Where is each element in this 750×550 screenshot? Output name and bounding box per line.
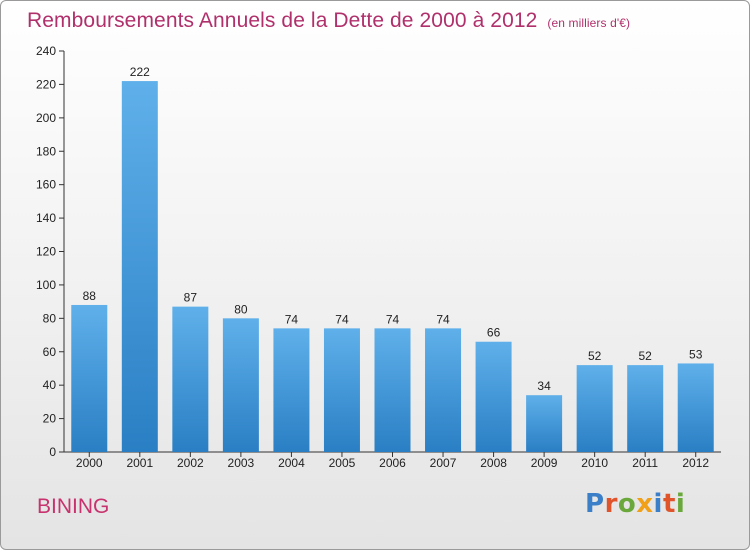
y-tick-label: 80 (43, 311, 57, 325)
data-label-2002: 87 (184, 291, 198, 305)
y-tick-label: 60 (43, 345, 57, 359)
data-label-2009: 34 (537, 379, 551, 393)
x-tick-label-2001: 2001 (126, 456, 153, 470)
chart-unit: (en milliers d'€) (547, 16, 631, 30)
y-tick-label: 180 (36, 144, 56, 158)
bar-2004 (273, 328, 310, 452)
y-tick-label: 40 (43, 378, 57, 392)
logo-letter: i (675, 489, 686, 519)
bar-2003 (222, 318, 259, 452)
x-tick-label-2002: 2002 (177, 456, 204, 470)
y-tick-label: 220 (36, 77, 56, 91)
logo-letter: x (636, 489, 654, 519)
x-tick-label-2003: 2003 (228, 456, 255, 470)
logo-letter: i (653, 489, 663, 519)
x-tick-label-2006: 2006 (379, 456, 406, 470)
bar-2005 (323, 328, 360, 452)
x-tick-label-2009: 2009 (531, 456, 558, 470)
bar-2007 (425, 328, 462, 452)
bar-2012 (677, 363, 714, 452)
logo-letter: t (662, 489, 676, 519)
x-tick-label-2005: 2005 (329, 456, 356, 470)
bar-2006 (374, 328, 411, 452)
bar-2008 (475, 341, 512, 452)
x-tick-label-2008: 2008 (480, 456, 507, 470)
logo-letter: r (604, 489, 618, 519)
data-label-2000: 88 (83, 289, 97, 303)
data-label-2008: 66 (487, 326, 501, 340)
data-label-2007: 74 (436, 312, 450, 326)
x-tick-label-2010: 2010 (581, 456, 608, 470)
bar-2001 (121, 81, 158, 452)
data-label-2006: 74 (386, 312, 400, 326)
y-tick-label: 160 (36, 178, 56, 192)
data-label-2003: 80 (234, 302, 248, 316)
data-label-2005: 74 (335, 312, 349, 326)
bar-2000 (71, 304, 108, 452)
data-label-2012: 53 (689, 347, 703, 361)
data-label-2001: 222 (130, 65, 150, 79)
bar-2011 (627, 365, 664, 452)
y-tick-label: 20 (43, 412, 57, 426)
y-tick-label: 200 (36, 111, 56, 125)
x-tick-label-2012: 2012 (682, 456, 709, 470)
y-tick-label: 120 (36, 245, 56, 259)
commune-name: BINING (37, 495, 110, 518)
x-tick-label-2000: 2000 (76, 456, 103, 470)
bar-2010 (576, 365, 613, 452)
data-label-2004: 74 (285, 312, 299, 326)
y-tick-label: 100 (36, 278, 56, 292)
chart-title-text: Remboursements Annuels de la Dette de 20… (27, 9, 538, 32)
x-tick-label-2011: 2011 (632, 456, 658, 470)
logo-letter: P (585, 489, 605, 519)
y-tick-label: 140 (36, 211, 56, 225)
bar-2009 (526, 395, 563, 452)
y-tick-label: 240 (36, 44, 56, 58)
data-label-2010: 52 (588, 349, 602, 363)
x-tick-label-2004: 2004 (278, 456, 305, 470)
y-tick-label: 0 (49, 445, 56, 459)
proxiti-logo: Proxiti (585, 489, 685, 519)
data-label-2011: 52 (639, 349, 653, 363)
logo-letter: o (617, 489, 637, 519)
chart-title: Remboursements Annuels de la Dette de 20… (27, 9, 630, 33)
x-tick-label-2007: 2007 (430, 456, 457, 470)
bar-2002 (172, 306, 209, 452)
